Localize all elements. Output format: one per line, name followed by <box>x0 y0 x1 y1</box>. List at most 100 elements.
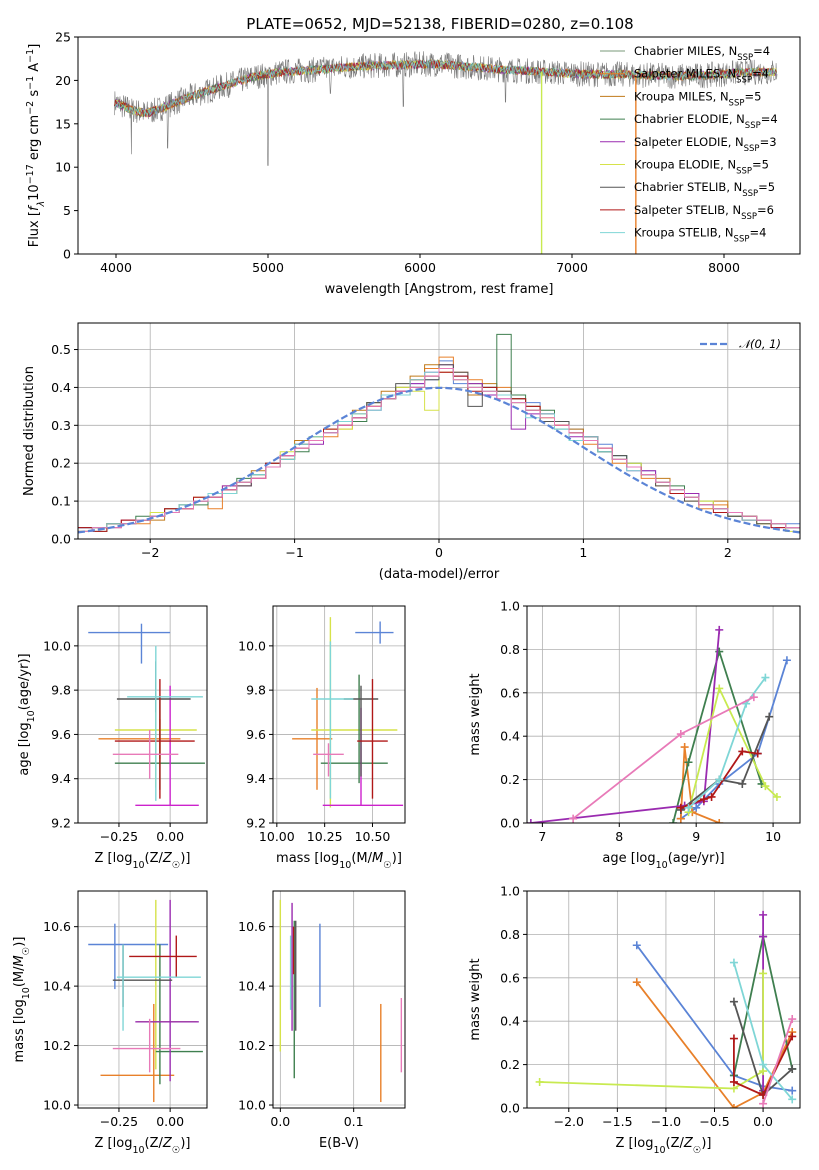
mass-weight-line <box>733 1035 794 1097</box>
y-tick-label: 10.4 <box>43 979 71 994</box>
legend-entry: Kroupa ELODIE, NSSP=5 <box>634 158 769 177</box>
mass-weight-vs-age-panel: 7 8 9 10 0.0 0.2 0.4 0.6 0.8 1.0 age [log10(age/yr… <box>468 599 801 871</box>
legend-entry: Chabrier STELIB, NSSP=5 <box>634 180 775 199</box>
mass-weight-marker <box>782 656 791 665</box>
errorbar-point <box>135 899 199 1082</box>
mass-weight-marker <box>692 803 701 812</box>
errorbar-point <box>112 1018 181 1073</box>
histogram-series <box>78 368 800 539</box>
errorbar-point <box>313 743 344 777</box>
y-tick-label: 0.5 <box>51 342 71 357</box>
x-tick-label: −1 <box>285 545 303 560</box>
mass-weight-vs-metallicity-panel: −2.0 −1.5 −1.0 −0.5 0.0 0.0 0.2 0.4 0.6 0.8 1.0 Z [… <box>468 884 801 1156</box>
y-tick-label: 0.2 <box>500 1057 520 1072</box>
plot-area <box>88 899 203 1103</box>
x-tick-label: 10 <box>765 829 781 844</box>
mass-weight-marker <box>715 819 724 823</box>
y-tick-label: 10.4 <box>238 979 266 994</box>
x-axis-label: (data-model)/error <box>379 567 500 582</box>
x-tick-label: 0 <box>435 545 443 560</box>
mass-weight-marker <box>729 958 738 967</box>
x-tick-label: 8 <box>615 829 623 844</box>
mass-weight-marker <box>707 792 716 801</box>
errorbar-point <box>311 641 354 799</box>
mass-weight-line <box>762 1018 794 1104</box>
mass-weight-line <box>680 716 771 811</box>
y-tick-label: 10 <box>55 160 71 175</box>
axes-frame: 10.00 10.25 10.50 9.2 9.4 9.6 9.8 10.0 mass [log… <box>238 605 406 871</box>
y-tick-label: 9.6 <box>246 727 266 742</box>
y-axis-label: Flux [fλ10−17 erg cm−2 s−1 A−1] <box>25 44 47 248</box>
y-tick-label: 0.3 <box>51 418 71 433</box>
mass-weight-marker <box>715 775 724 784</box>
plot-area <box>114 51 778 254</box>
mass-weight-marker <box>753 749 762 758</box>
residual-histogram-panel: −2 −1 0 1 2 0.0 0.1 0.2 0.3 0.4 0.5 𝒩(0, 1) (data-mo… <box>22 322 801 582</box>
mass-weight-marker <box>759 910 768 919</box>
mass-weight-marker <box>535 1077 544 1086</box>
errorbar-point <box>155 944 203 1085</box>
legend-entry: 𝒩(0, 1) <box>739 337 781 351</box>
legend-entry: Salpeter MILES, NSSP=4 <box>634 67 769 86</box>
y-tick-label: 5 <box>63 203 71 218</box>
x-axis-label: E(B-V) <box>319 1136 359 1151</box>
y-axis-label: mass weight <box>468 673 483 755</box>
y-tick-label: 0.0 <box>51 532 71 547</box>
y-tick-label: 0.8 <box>500 927 520 942</box>
x-tick-label: 0.1 <box>344 1114 364 1129</box>
x-axis-label: Z [log10(Z/Z☉)] <box>95 1136 191 1156</box>
x-axis-label: Z [log10(Z/Z☉)] <box>616 1136 712 1156</box>
x-axis-label: wavelength [Angstrom, rest frame] <box>325 282 554 297</box>
axes-frame: −0.25 0.00 9.2 9.4 9.6 9.8 10.0 Z [log10(Z/Z☉)]… <box>17 605 208 871</box>
y-tick-label: 10.0 <box>43 1098 71 1113</box>
y-tick-label: 9.4 <box>51 771 71 786</box>
y-tick-label: 0.8 <box>500 642 520 657</box>
y-tick-label: 0.6 <box>500 970 520 985</box>
mass-weight-marker <box>761 673 770 682</box>
x-tick-label: 7 <box>538 829 546 844</box>
model-spectrum-line <box>114 58 777 116</box>
errorbar-point <box>135 685 199 806</box>
plot-area <box>292 617 404 808</box>
spectrum-panel: 4000 5000 6000 7000 8000 0 5 10 15 20 25 Chabrier M… <box>25 30 801 297</box>
mass-weight-marker <box>759 932 768 941</box>
y-tick-label: 10.6 <box>238 919 266 934</box>
figure-title: PLATE=0652, MJD=52138, FIBERID=0280, z=0… <box>246 15 633 33</box>
legend-entry: Kroupa STELIB, NSSP=4 <box>634 226 766 245</box>
x-tick-label: 0.0 <box>270 1114 290 1129</box>
y-tick-label: 9.8 <box>51 683 71 698</box>
errorbar-point <box>88 623 171 664</box>
axes-border <box>77 605 208 824</box>
x-tick-label: 10.50 <box>355 829 391 844</box>
x-tick-label: −0.25 <box>100 829 138 844</box>
mass-weight-marker <box>729 997 738 1006</box>
axes-border <box>77 890 208 1109</box>
y-axis-label: mass [log10(M/M☉)] <box>12 937 32 1063</box>
y-tick-label: 0.4 <box>500 729 520 744</box>
mass-vs-metallicity-panel: −0.25 0.00 10.0 10.2 10.4 10.6 Z [log10(Z/Z☉)]… <box>12 890 208 1156</box>
y-tick-label: 10.6 <box>43 919 71 934</box>
mass-weight-marker <box>788 1064 797 1073</box>
y-tick-label: 0.2 <box>500 772 520 787</box>
errorbar-point <box>112 944 173 1007</box>
mass-weight-marker <box>632 978 641 987</box>
axes-frame: 4000 5000 6000 7000 8000 0 5 10 15 20 25 Chabrier M… <box>25 30 801 297</box>
x-tick-label: 2 <box>724 545 732 560</box>
y-tick-label: 9.4 <box>246 771 266 786</box>
plot-area <box>88 623 205 806</box>
mass-weight-line <box>672 648 763 823</box>
y-tick-label: 15 <box>55 116 71 131</box>
y-tick-label: 25 <box>55 30 71 45</box>
mass-weight-marker <box>729 1077 738 1086</box>
x-tick-label: 5000 <box>252 260 284 275</box>
mass-weight-line <box>539 973 764 1090</box>
errorbar-point <box>112 730 179 779</box>
errorbar-point <box>127 645 203 801</box>
x-tick-label: −0.5 <box>699 1114 729 1129</box>
plot-area <box>535 910 797 1108</box>
x-tick-label: 10.00 <box>259 829 295 844</box>
mass-weight-marker <box>738 747 747 756</box>
mass-weight-marker <box>669 819 678 823</box>
mass-weight-line <box>636 944 793 1092</box>
mass-weight-line <box>687 677 767 809</box>
